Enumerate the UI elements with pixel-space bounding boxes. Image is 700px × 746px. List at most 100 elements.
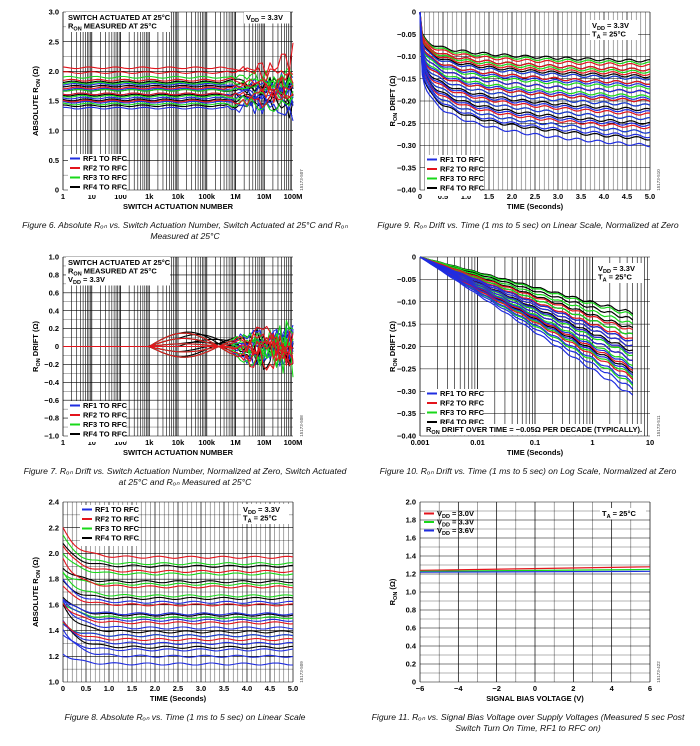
caption-fig9: Figure 9. Rₒₙ Drift vs. Time (1 ms to 5 …: [377, 220, 679, 230]
legend-label: VDD = 3.6V: [437, 526, 474, 537]
annotation-vdd-bg: [244, 12, 290, 24]
chart-fig8: 0 0.5 1.0 1.5 2.0 2.5 3.0 3.5 4.0 4.5 5.0 1.0 1.2 1.4…: [31, 498, 304, 703]
series-line-rf2-to-rfc: [419, 12, 651, 77]
y-tick-label: 0: [55, 342, 59, 351]
annotation-conditions: VDD = 3.3V: [243, 505, 280, 516]
annotation-conditions-bg: [590, 20, 638, 40]
series-line-rf2-to-rfc: [62, 71, 294, 91]
x-tick-label: 1M: [230, 192, 240, 201]
legend-label: RF1 TO RFC: [83, 401, 128, 410]
series-line-rf4-to-rfc: [62, 580, 294, 600]
y-tick-label: −0.10: [397, 52, 416, 61]
series-line-rf1-to-rfc: [62, 86, 294, 104]
y-tick-label: 1.0: [49, 253, 59, 262]
x-tick-label: 1.0: [104, 684, 114, 693]
y-tick-label: 2.0: [406, 498, 416, 507]
series-line-rf2-to-rfc: [419, 11, 651, 116]
x-axis-label: TIME (Seconds): [507, 202, 564, 211]
series-line-rf1-to-rfc: [62, 620, 294, 646]
series-line-rf3-to-rfc: [62, 602, 294, 620]
y-axis-label: RON DRIFT (Ω): [388, 321, 399, 372]
series-line-rf2-to-rfc: [62, 84, 294, 103]
y-tick-label: 2.4: [49, 498, 60, 507]
x-tick-label: 100: [114, 192, 127, 201]
y-axis-label: RON (Ω): [388, 578, 399, 605]
x-axis-label: SWITCH ACTUATION NUMBER: [123, 202, 234, 211]
legend-background: [425, 155, 483, 196]
x-tick-label: 2.0: [507, 192, 517, 201]
x-axis-label: SIGNAL BIAS VOLTAGE (V): [486, 694, 584, 703]
series-line-rf4-to-rfc: [419, 11, 651, 125]
annotation-conditions: TA = 25°C: [598, 273, 632, 284]
x-tick-label: 2.0: [150, 684, 160, 693]
annotation-conditions: SWITCH ACTUATED AT 25°C: [68, 13, 171, 22]
series-line-rf1-to-rfc: [419, 13, 651, 81]
y-tick-label: 0.5: [49, 156, 59, 165]
y-tick-label: −0.20: [397, 97, 416, 106]
caption-fig10: Figure 10. Rₒₙ Drift vs. Time (1 ms to 5…: [379, 466, 677, 476]
series-line-rf4-to-rfc: [62, 85, 294, 105]
x-tick-label: 6: [648, 684, 652, 693]
x-tick-label: 1.5: [484, 192, 494, 201]
series-line-rf1-to-rfc: [419, 256, 633, 342]
x-tick-label: 4.0: [242, 684, 252, 693]
series-line-rf4-to-rfc: [62, 596, 294, 617]
annotation-conditions-bg: [66, 257, 170, 286]
series-line-rf1-to-rfc: [419, 11, 651, 114]
legend-label: RF3 TO RFC: [83, 173, 128, 182]
series-line-rf2-to-rfc: [419, 11, 651, 68]
series-line-rf3-to-rfc: [62, 74, 294, 89]
x-tick-label: 10M: [257, 192, 272, 201]
series-line-rf2-to-rfc: [62, 585, 294, 607]
series-line-rf3-to-rfc: [62, 572, 294, 586]
y-tick-label: 1.4: [406, 552, 417, 561]
series-line-rf3-to-rfc: [419, 256, 633, 335]
y-tick-label: 2.5: [49, 37, 59, 46]
y-tick-label: 1.0: [406, 588, 416, 597]
x-axis-label: TIME (Seconds): [507, 448, 564, 457]
legend-label: RF4 TO RFC: [95, 534, 140, 543]
series-line-rf1-to-rfc: [419, 256, 633, 347]
legend-label: RF4 TO RFC: [440, 184, 485, 193]
y-tick-label: −0.8: [44, 414, 59, 423]
series-line-rf3-to-rfc: [419, 12, 651, 74]
series-line-rf1-to-rfc: [419, 11, 651, 121]
y-tick-label: −0.30: [397, 141, 416, 150]
y-tick-label: −0.05: [397, 30, 416, 39]
series-line-rf1-to-rfc: [419, 256, 633, 362]
gridlines: [62, 11, 293, 191]
figure-id: 15173-510: [656, 169, 661, 191]
y-tick-label: 1.6: [406, 534, 416, 543]
y-tick-label: 2.2: [49, 523, 59, 532]
y-tick-label: 1.5: [49, 97, 59, 106]
series-line-rf3-to-rfc: [62, 553, 294, 576]
legend-label: RF2 TO RFC: [83, 411, 128, 420]
series-line-rf3-to-rfc: [419, 13, 651, 90]
y-tick-label: 1.0: [49, 678, 59, 687]
series-line-rf3-to-rfc: [62, 86, 294, 101]
y-axis-label: ABSOLUTE RON (Ω): [31, 65, 42, 136]
y-axis-label: ABSOLUTE RON (Ω): [31, 556, 42, 627]
legend-label: RF2 TO RFC: [95, 515, 140, 524]
y-tick-label: 1.2: [406, 570, 416, 579]
series-line-rf1-to-rfc: [419, 256, 633, 354]
annotation-conditions: TA = 25°C: [243, 514, 277, 525]
y-tick-label: −0.4: [44, 378, 60, 387]
y-tick-label: 0.6: [406, 624, 416, 633]
series-line-rf2-to-rfc: [419, 256, 633, 331]
legend-label: RF1 TO RFC: [440, 155, 485, 164]
series-line-rf1-to-rfc: [419, 12, 651, 148]
series-line-rf2-to-rfc: [62, 90, 294, 109]
x-tick-label: 5.0: [288, 684, 298, 693]
x-tick-label: 100k: [198, 438, 216, 447]
series-line-rf2-to-rfc: [62, 621, 294, 642]
annotation-conditions: TA = 25°C: [602, 509, 636, 520]
figure-id: 15173-507: [299, 169, 304, 191]
series-line-rf2-to-rfc: [62, 67, 294, 84]
series-line-rf2-to-rfc: [419, 11, 651, 103]
x-tick-label: 0.1: [530, 438, 540, 447]
x-tick-label: 100k: [198, 192, 216, 201]
y-tick-label: 1.0: [49, 126, 59, 135]
series-line-rf1-to-rfc: [62, 600, 294, 630]
